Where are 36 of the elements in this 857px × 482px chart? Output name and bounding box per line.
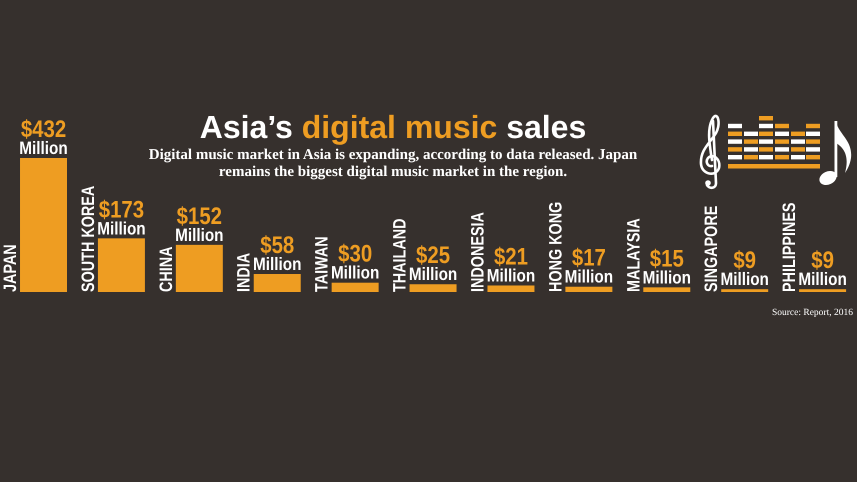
data-label: $9 Million bbox=[798, 246, 847, 290]
bar bbox=[98, 238, 145, 292]
bar bbox=[565, 286, 612, 292]
bar bbox=[332, 282, 379, 292]
chart-subtitle: Digital music market in Asia is expanding, according to data released. Japan remains the biggest digital music market in the region. bbox=[148, 147, 638, 180]
x-tick-label: INDIA bbox=[234, 252, 254, 292]
bar bbox=[487, 285, 534, 292]
x-tick-label: INDONESIA bbox=[468, 212, 488, 292]
data-label: $21 Million bbox=[486, 242, 536, 286]
data-label: $58 Million bbox=[253, 231, 302, 274]
x-tick-label: PHILIPPINES bbox=[780, 202, 800, 292]
x-tick-label: HONG KONG bbox=[546, 202, 566, 292]
data-label: $9 Million bbox=[720, 246, 769, 290]
bar bbox=[254, 274, 301, 292]
x-tick-label: THAILAND bbox=[390, 218, 410, 292]
x-tick-label: TAIWAN bbox=[312, 236, 332, 292]
bar bbox=[176, 244, 223, 292]
x-tick-label: SINGAPORE bbox=[702, 206, 722, 292]
x-tick-label: MALAYSIA bbox=[624, 218, 644, 292]
data-label: $152 Million bbox=[175, 202, 224, 246]
bar bbox=[643, 287, 690, 292]
data-label: $15 Million bbox=[642, 244, 691, 288]
source-note: Source: Report, 2016 bbox=[772, 308, 854, 318]
data-label: $432 Million bbox=[19, 115, 68, 158]
x-tick-label: JAPAN bbox=[0, 244, 20, 292]
bar bbox=[799, 289, 846, 292]
data-label: $17 Million bbox=[564, 244, 614, 288]
data-label: $173 Million bbox=[97, 196, 146, 239]
x-tick-label: CHINA bbox=[156, 246, 176, 292]
data-label: $30 Million bbox=[330, 240, 380, 284]
bar bbox=[721, 289, 768, 292]
data-label: $25 Million bbox=[408, 242, 458, 285]
chart-title: Asia’s digital music sales bbox=[200, 109, 586, 145]
bar bbox=[20, 158, 67, 292]
bar bbox=[410, 284, 457, 292]
x-tick-label: SOUTH KOREA bbox=[78, 186, 98, 292]
